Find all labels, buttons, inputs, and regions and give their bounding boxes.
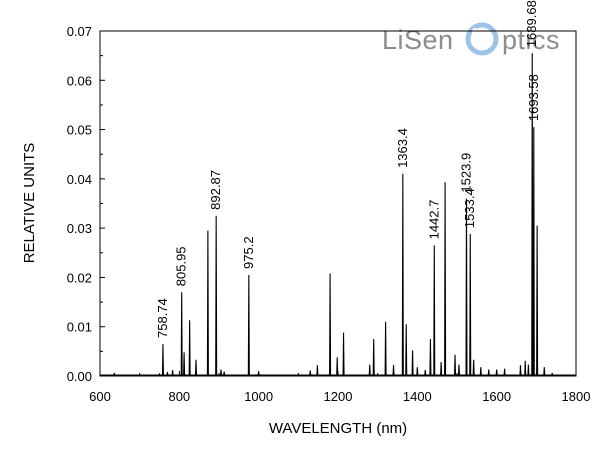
- x-tick-label: 1400: [403, 389, 432, 404]
- axis-ticks: [99, 30, 577, 377]
- peak-labels: 758.74 805.95 892.87 975.2 1363.4 1442.7 1523.…: [155, 0, 541, 338]
- lisen-optics-logo: LiSen ptics: [382, 22, 560, 56]
- x-tick-label: 600: [89, 389, 111, 404]
- y-axis-title: RELATIVE UNITS: [21, 143, 38, 264]
- y-tick-label: 0.01: [67, 320, 92, 335]
- peak-label: 1533.4: [462, 188, 477, 228]
- y-tick-label: 0.02: [67, 270, 92, 285]
- x-tick-label: 1800: [562, 389, 591, 404]
- y-tick-label: 0.07: [67, 24, 92, 39]
- peak-label: 1693.58: [526, 74, 541, 121]
- axis-tick-labels: 600 800 1000 1200 1400 1600 1800 0.00 0.01 0.02 0.…: [67, 24, 591, 404]
- x-tick-label: 1600: [482, 389, 511, 404]
- peak-label: 1689.68: [524, 0, 539, 47]
- peak-label: 892.87: [208, 170, 223, 210]
- peak-label: 1442.7: [426, 200, 441, 240]
- x-tick-label: 800: [168, 389, 190, 404]
- logo-text-right: ptics: [502, 25, 560, 55]
- y-tick-label: 0.06: [67, 73, 92, 88]
- y-tick-label: 0.05: [67, 123, 92, 138]
- peak-label: 805.95: [174, 246, 189, 286]
- y-tick-label: 0.04: [67, 172, 92, 187]
- x-axis-title: WAVELENGTH (nm): [269, 420, 407, 437]
- x-tick-label: 1000: [244, 389, 273, 404]
- peak-label: 1523.9: [458, 153, 473, 193]
- peak-label: 1363.4: [395, 128, 410, 168]
- logo-o-ring-icon: [465, 22, 499, 56]
- plot-frame: [99, 30, 577, 377]
- y-tick-label: 0.03: [67, 221, 92, 236]
- peak-label: 975.2: [241, 236, 256, 269]
- x-tick-label: 1200: [324, 389, 353, 404]
- logo-text-left: LiSen: [382, 25, 454, 55]
- spectrum-series-line: [100, 53, 576, 376]
- y-tick-label: 0.00: [67, 369, 92, 384]
- peak-label: 758.74: [155, 298, 170, 338]
